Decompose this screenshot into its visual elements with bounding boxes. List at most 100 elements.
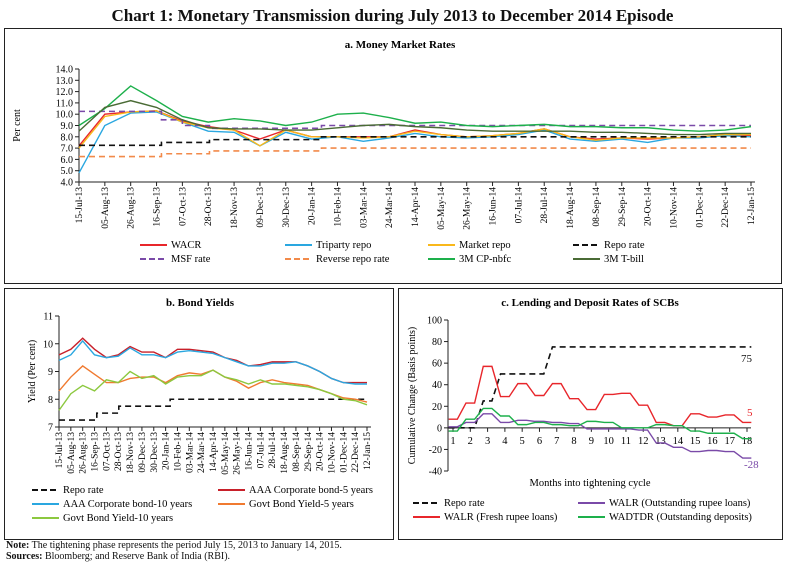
- series-aaa-corporate-bond-10-years-line: [58, 339, 367, 385]
- x-tick-label: 7: [554, 436, 559, 447]
- legend-label: WACR: [171, 240, 201, 251]
- x-tick-label: 18-Aug-14: [566, 187, 576, 229]
- series-wadtdr-outstanding-deposits-line: [448, 407, 752, 440]
- y-tick-label: 20: [432, 402, 442, 413]
- x-tick-label: 09-Dec-13: [256, 187, 266, 228]
- x-tick-label: 6: [537, 436, 542, 447]
- x-tick-label: 26-May-14: [233, 432, 243, 475]
- series-walr-outstanding-rupee-loans-line: [448, 413, 752, 459]
- x-tick-label: 26-Aug-13: [79, 432, 89, 474]
- x-tick-label: 07-Oct-13: [102, 432, 112, 471]
- x-tick-label: 26-Aug-13: [127, 187, 137, 229]
- x-tick-label: 8: [571, 436, 576, 447]
- y-tick-label: 11: [43, 312, 53, 323]
- x-tick-label: 10-Nov-14: [669, 187, 679, 229]
- x-axis-label: Months into tightening cycle: [529, 478, 650, 489]
- x-tick-label: 09-Dec-13: [138, 432, 148, 473]
- x-tick-label: 1: [450, 436, 455, 447]
- series-repo-rate-line: [59, 398, 367, 421]
- x-tick-label: 20-Jan-14: [162, 432, 172, 470]
- x-tick-label: 18-Aug-14: [280, 432, 290, 474]
- y-tick-label: -40: [429, 467, 442, 478]
- legend-label: 3M CP-nbfc: [459, 254, 512, 265]
- panel-title: b. Bond Yields: [166, 297, 235, 309]
- legend-label: WALR (Outstanding rupee loans): [609, 498, 751, 509]
- x-tick-label: 16-Jun-14: [245, 432, 255, 471]
- legend-label: MSF rate: [171, 254, 211, 265]
- legend-label: Triparty repo: [316, 240, 371, 251]
- x-tick-label: 20-Oct-14: [644, 187, 654, 226]
- panel-title: c. Lending and Deposit Rates of SCBs: [501, 297, 679, 309]
- x-tick-label: 07-Jul-14: [514, 187, 524, 224]
- x-tick-label: 08-Sep-14: [592, 187, 602, 227]
- y-tick-label: 12.0: [56, 87, 74, 98]
- x-tick-label: 03-Mar-14: [185, 432, 195, 473]
- series-market-repo-line: [78, 110, 751, 149]
- y-tick-label: 8: [48, 395, 53, 406]
- x-tick-label: 14-Apr-14: [411, 187, 421, 227]
- y-tick-label: 80: [432, 337, 442, 348]
- legend-label: Market repo: [459, 240, 511, 251]
- y-tick-label: 7: [48, 423, 53, 434]
- end-value-annotation: 5: [747, 407, 753, 419]
- series-aaa-corporate-bond-5-years-line: [58, 337, 367, 384]
- x-tick-label: 11: [621, 436, 631, 447]
- legend-label: Repo rate: [604, 240, 645, 251]
- series-govt-bond-yield-10-years-line: [58, 369, 368, 411]
- x-tick-label: 29-Sep-14: [618, 187, 628, 227]
- legend-label: WADTDR (Outstanding deposits): [609, 512, 752, 523]
- x-tick-label: 05-Aug-13: [101, 187, 111, 229]
- x-tick-label: 28-Jul-14: [268, 432, 278, 469]
- x-tick-label: 07-Jul-14: [256, 432, 266, 469]
- x-tick-label: 12-Jan-15: [363, 432, 373, 470]
- x-tick-label: 2: [468, 436, 473, 447]
- x-tick-label: 03-Mar-14: [359, 187, 369, 228]
- end-value-annotation: 75: [741, 353, 753, 365]
- x-tick-label: 28-Oct-13: [114, 432, 124, 471]
- x-tick-label: 28-Oct-13: [204, 187, 214, 226]
- x-tick-label: 05-May-14: [437, 187, 447, 230]
- panel-title: a. Money Market Rates: [345, 39, 456, 51]
- series-repo-rate-line: [79, 136, 751, 147]
- series-3m-t-bill-line: [78, 99, 751, 136]
- legend-label: Govt Bond Yield-10 years: [63, 513, 173, 524]
- y-tick-label: 0: [437, 423, 442, 434]
- x-tick-label: 13: [655, 436, 666, 447]
- y-tick-label: -20: [429, 445, 442, 456]
- sources-text: Bloomberg; and Reserve Bank of India (RB…: [42, 551, 231, 562]
- y-tick-label: 9: [48, 367, 53, 378]
- legend-label: AAA Corporate bond-5 years: [249, 485, 373, 496]
- series-govt-bond-yield-5-years-line: [58, 365, 368, 403]
- x-tick-label: 30-Dec-13: [282, 187, 292, 228]
- x-tick-label: 15-Jul-13: [55, 432, 65, 469]
- x-tick-label: 10-Nov-14: [327, 432, 337, 474]
- legend-label: AAA Corporate bond-10 years: [63, 499, 192, 510]
- y-tick-label: 7.0: [61, 144, 74, 155]
- x-tick-label: 3: [485, 436, 490, 447]
- x-tick-label: 01-Dec-14: [339, 432, 349, 473]
- x-tick-label: 18: [742, 436, 753, 447]
- x-tick-label: 08-Sep-14: [292, 432, 302, 472]
- x-tick-label: 22-Dec-14: [721, 187, 731, 228]
- x-tick-label: 10-Feb-14: [173, 432, 183, 472]
- x-tick-label: 12: [638, 436, 649, 447]
- y-tick-label: 9.0: [61, 121, 74, 132]
- y-tick-label: 4.0: [61, 178, 74, 189]
- x-tick-label: 24-Mar-14: [197, 432, 207, 473]
- x-tick-label: 10: [603, 436, 614, 447]
- x-tick-label: 05-Aug-13: [67, 432, 77, 474]
- y-axis-label: Per cent: [12, 109, 23, 142]
- x-tick-label: 26-May-14: [463, 187, 473, 230]
- y-tick-label: 40: [432, 380, 442, 391]
- y-tick-label: 10.0: [56, 110, 74, 121]
- y-axis-label: Yield (Per cent): [27, 340, 38, 403]
- sources-label: Sources:: [6, 551, 43, 562]
- series-3m-cp-nbfc-line: [78, 85, 752, 132]
- legend-label: Reverse repo rate: [316, 254, 390, 265]
- x-tick-label: 16-Sep-13: [153, 187, 163, 227]
- series-walr-fresh-rupee-loans-line: [448, 365, 752, 427]
- series-msf-rate-line: [79, 110, 751, 130]
- x-tick-label: 29-Sep-14: [304, 432, 314, 472]
- x-tick-label: 9: [589, 436, 594, 447]
- x-tick-label: 16-Jun-14: [489, 187, 499, 226]
